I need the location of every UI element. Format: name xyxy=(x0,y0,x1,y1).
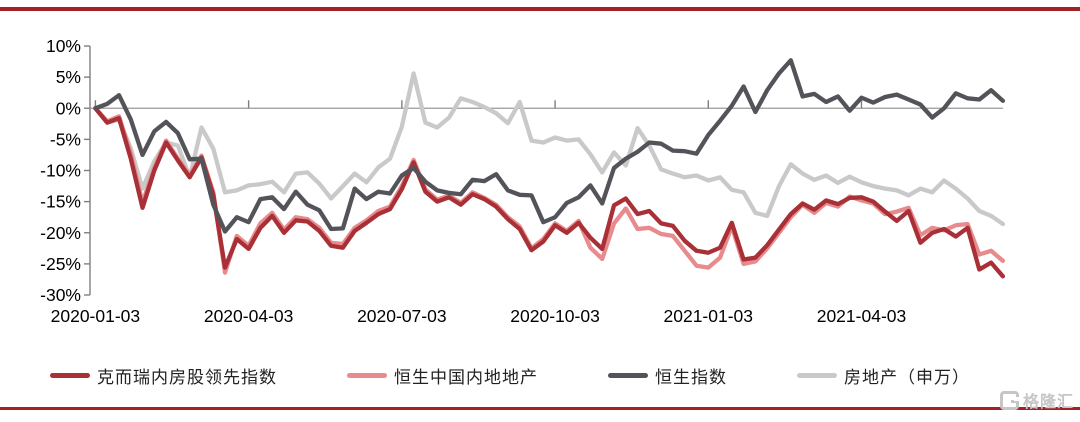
legend-swatch-icon xyxy=(347,373,387,378)
line-cric-index xyxy=(93,106,1006,279)
legend-item-1: 恒生中国内地地产 xyxy=(347,363,538,388)
legend-swatch-icon xyxy=(797,373,837,378)
x-tick-label: 2020-01-03 xyxy=(51,306,141,326)
legend-label: 房地产（申万） xyxy=(844,368,970,387)
bottom-accent-rule xyxy=(0,407,1080,410)
y-tick-label: -15% xyxy=(40,192,81,212)
legend-label: 克而瑞内房股领先指数 xyxy=(97,368,277,387)
legend-item-0: 克而瑞内房股领先指数 xyxy=(50,363,277,388)
chart-legend: 克而瑞内房股领先指数 恒生中国内地地产 恒生指数 房地产（申万） xyxy=(50,363,970,388)
y-tick-label: 5% xyxy=(56,67,81,87)
legend-swatch-icon xyxy=(608,373,648,378)
line-sw-real-estate xyxy=(93,71,1006,227)
y-tick-label: -5% xyxy=(50,129,81,149)
gelonghui-watermark: 格隆汇 xyxy=(999,388,1074,412)
x-tick-label: 2020-10-03 xyxy=(510,306,600,326)
line-chart: 10% 5% 0% -5% -10% -15% -20% -25% -30%2020-01-03… xyxy=(40,36,1006,326)
y-tick-label: -25% xyxy=(40,254,81,274)
x-tick-label: 2020-04-03 xyxy=(204,306,294,326)
y-tick-label: 10% xyxy=(46,36,81,56)
legend-label: 恒生中国内地地产 xyxy=(394,368,538,387)
legend-item-2: 恒生指数 xyxy=(608,363,727,388)
legend-item-3: 房地产（申万） xyxy=(797,363,970,388)
line-hsi xyxy=(93,58,1006,234)
legend-label: 恒生指数 xyxy=(655,368,727,387)
y-tick-label: -20% xyxy=(40,223,81,243)
gelonghui-logo-icon xyxy=(999,390,1019,410)
y-tick-label: 0% xyxy=(56,98,81,118)
top-accent-rule xyxy=(0,7,1080,11)
y-tick-label: -10% xyxy=(40,161,81,181)
x-tick-label: 2020-07-03 xyxy=(357,306,447,326)
x-tick-label: 2021-01-03 xyxy=(664,306,754,326)
x-tick-label: 2021-04-03 xyxy=(817,306,907,326)
legend-swatch-icon xyxy=(50,373,90,378)
y-tick-label: -30% xyxy=(40,285,81,305)
watermark-text: 格隆汇 xyxy=(1022,394,1074,411)
